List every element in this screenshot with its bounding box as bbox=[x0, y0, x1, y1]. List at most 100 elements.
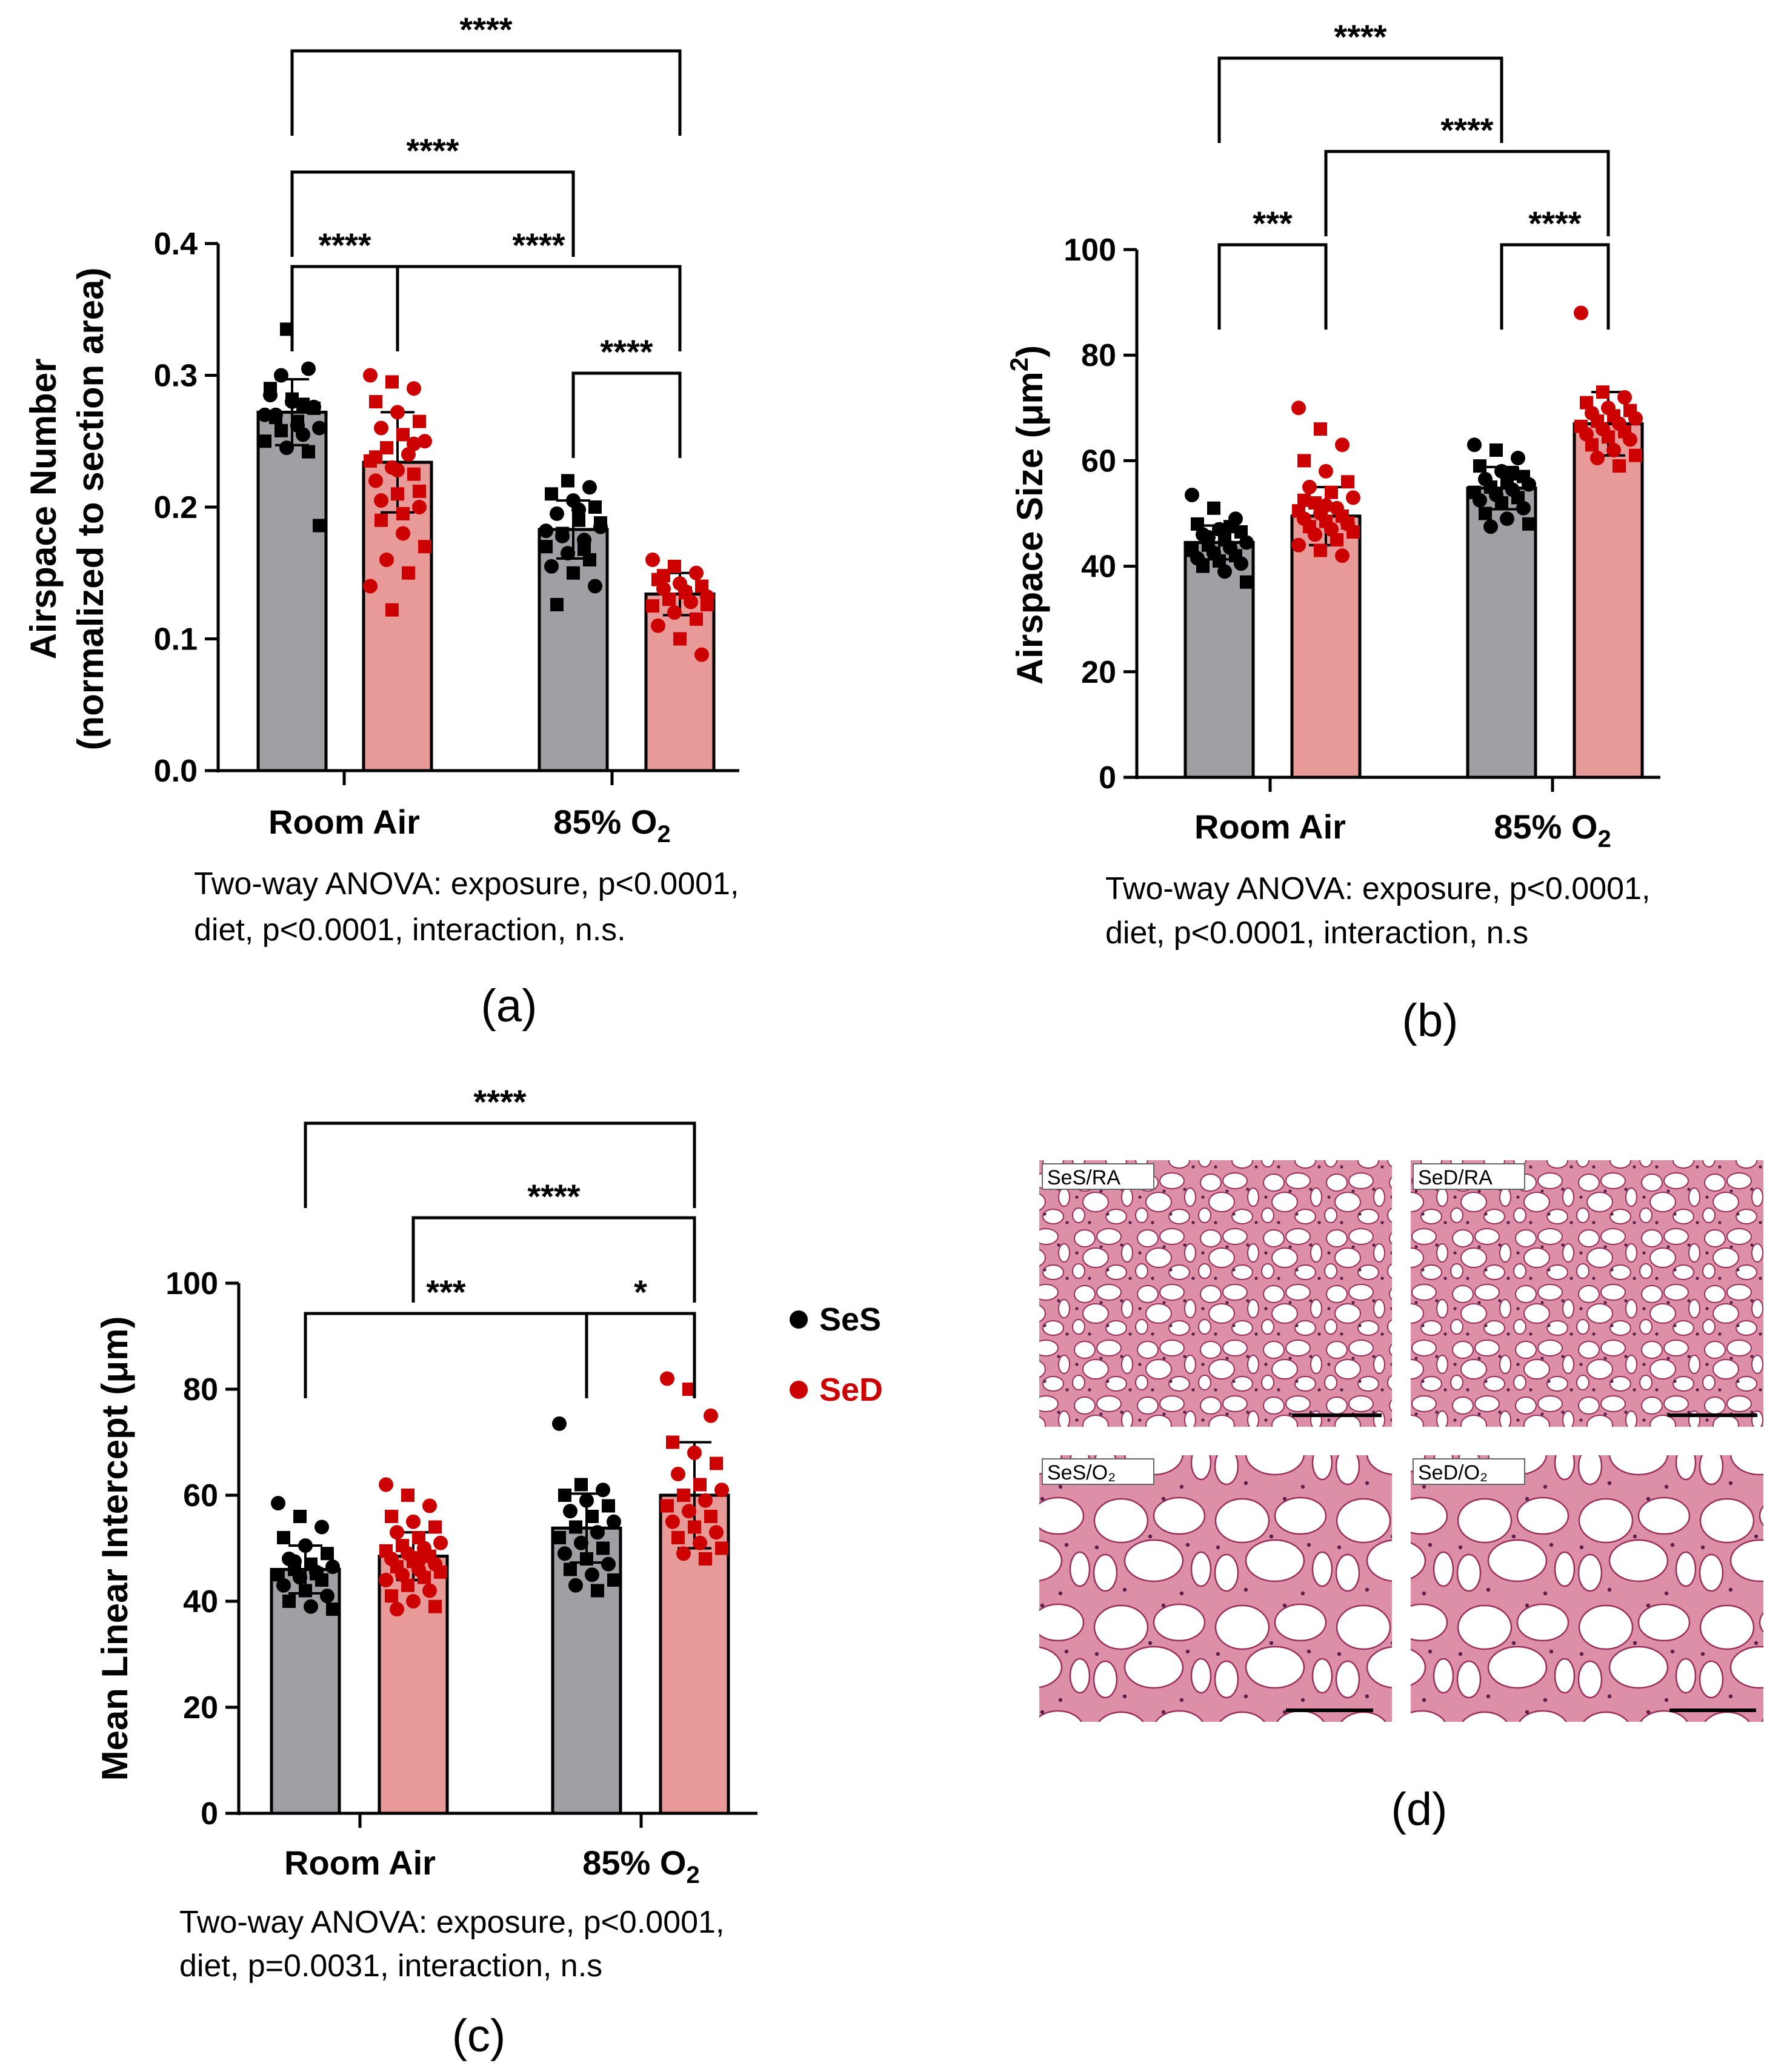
data-point bbox=[369, 395, 382, 408]
x-tick-label: Room Air bbox=[268, 803, 420, 841]
data-point bbox=[1207, 501, 1220, 515]
data-point bbox=[379, 1573, 393, 1587]
data-point bbox=[1185, 488, 1199, 503]
data-point bbox=[290, 418, 305, 433]
data-point bbox=[413, 414, 426, 428]
significance-stars: **** bbox=[600, 333, 653, 371]
significance-bracket bbox=[304, 1312, 588, 1398]
data-point bbox=[550, 597, 564, 611]
significance-bracket bbox=[1500, 243, 1610, 330]
y-tick-label: 80 bbox=[1081, 338, 1116, 373]
data-point bbox=[385, 1589, 398, 1603]
data-point bbox=[1319, 498, 1333, 513]
data-point bbox=[396, 428, 410, 442]
data-point bbox=[1628, 411, 1643, 426]
y-axis-label-main: Airspace Size (μm bbox=[1010, 371, 1050, 685]
data-point bbox=[558, 1546, 572, 1561]
data-point bbox=[412, 500, 427, 514]
data-point bbox=[568, 1578, 583, 1593]
micrograph-label: SeD/O₂ bbox=[1418, 1461, 1488, 1484]
data-point bbox=[406, 1594, 421, 1609]
y-tick-label: 0.3 bbox=[154, 359, 198, 394]
data-point bbox=[1196, 559, 1210, 573]
micrograph-label: SeD/RA bbox=[1418, 1166, 1493, 1189]
panel-label: (b) bbox=[1402, 995, 1459, 1046]
data-point bbox=[312, 420, 327, 436]
data-point bbox=[698, 1493, 713, 1508]
data-point bbox=[1314, 543, 1327, 557]
anova-note: Two-way ANOVA: exposure, p<0.0001, bbox=[1105, 871, 1650, 906]
data-point bbox=[607, 1573, 621, 1587]
significance-bracket bbox=[396, 265, 682, 351]
data-point bbox=[588, 500, 602, 514]
data-point bbox=[293, 1570, 307, 1585]
data-point bbox=[422, 1498, 437, 1513]
y-tick-label: 40 bbox=[183, 1584, 218, 1619]
bar-sed bbox=[1573, 422, 1644, 779]
y-axis-label-superscript: 2 bbox=[1005, 357, 1033, 371]
data-point bbox=[1495, 496, 1508, 510]
chart-c: 0 20 40 60 80 100 Room Air 85% O2 Mean Linear In… bbox=[95, 1083, 757, 2062]
panel-label: (c) bbox=[452, 2010, 506, 2062]
data-point bbox=[678, 584, 693, 599]
data-point bbox=[1467, 437, 1482, 453]
data-point bbox=[407, 467, 421, 481]
data-point bbox=[280, 322, 293, 336]
micrograph-sed-o2: SeD/O₂ bbox=[1411, 1455, 1763, 1722]
data-point bbox=[561, 474, 574, 488]
x-tick-label: Room Air bbox=[284, 1844, 436, 1882]
data-point bbox=[682, 1383, 696, 1396]
data-point bbox=[660, 1371, 674, 1386]
anova-note: diet, p=0.0031, interaction, n.s bbox=[179, 1948, 602, 1984]
significance-stars: **** bbox=[512, 226, 565, 264]
x-tick-label-subscript: 2 bbox=[686, 1862, 699, 1888]
data-point bbox=[271, 1568, 285, 1582]
data-point bbox=[363, 579, 378, 594]
data-point bbox=[258, 407, 272, 422]
data-point bbox=[661, 1499, 674, 1513]
data-point bbox=[418, 434, 432, 449]
data-point bbox=[390, 463, 405, 478]
data-point bbox=[1239, 535, 1254, 550]
data-point bbox=[1500, 511, 1514, 526]
x-tick-label-text: 85% O bbox=[582, 1844, 686, 1882]
y-tick-label: 0.0 bbox=[154, 754, 198, 789]
micrograph-ses-o2: SeS/O₂ bbox=[1039, 1455, 1392, 1722]
panel-label: (a) bbox=[481, 980, 538, 1032]
data-point bbox=[282, 1595, 296, 1608]
data-point bbox=[715, 1541, 728, 1555]
y-tick-label: 0.1 bbox=[154, 622, 198, 657]
data-point bbox=[1617, 390, 1632, 405]
significance-stars: **** bbox=[406, 131, 459, 170]
anova-note: Two-way ANOVA: exposure, p<0.0001, bbox=[194, 866, 739, 902]
y-tick-label: 0.4 bbox=[154, 227, 198, 262]
data-point bbox=[428, 1599, 442, 1613]
data-point bbox=[1506, 467, 1519, 481]
data-point bbox=[412, 1531, 425, 1544]
data-point bbox=[1473, 493, 1487, 508]
data-point bbox=[263, 388, 278, 403]
data-point bbox=[321, 1547, 334, 1561]
data-point bbox=[585, 1567, 599, 1582]
significance-stars: **** bbox=[473, 1083, 526, 1121]
data-point bbox=[682, 1504, 696, 1519]
data-point bbox=[687, 1446, 702, 1460]
data-point bbox=[666, 1435, 679, 1449]
significance-stars: **** bbox=[527, 1177, 580, 1215]
data-point bbox=[276, 1578, 291, 1593]
data-point bbox=[369, 450, 382, 464]
data-point bbox=[1335, 548, 1350, 563]
data-point bbox=[1191, 517, 1204, 531]
data-point bbox=[1213, 554, 1226, 568]
data-point bbox=[574, 1478, 588, 1492]
data-point bbox=[269, 411, 282, 425]
data-point bbox=[1302, 479, 1317, 494]
data-point bbox=[285, 392, 299, 406]
data-point bbox=[699, 1552, 712, 1566]
data-point bbox=[390, 405, 405, 420]
data-point bbox=[657, 569, 670, 583]
data-point bbox=[390, 1525, 404, 1540]
data-point bbox=[396, 506, 410, 520]
data-point bbox=[676, 1546, 691, 1561]
